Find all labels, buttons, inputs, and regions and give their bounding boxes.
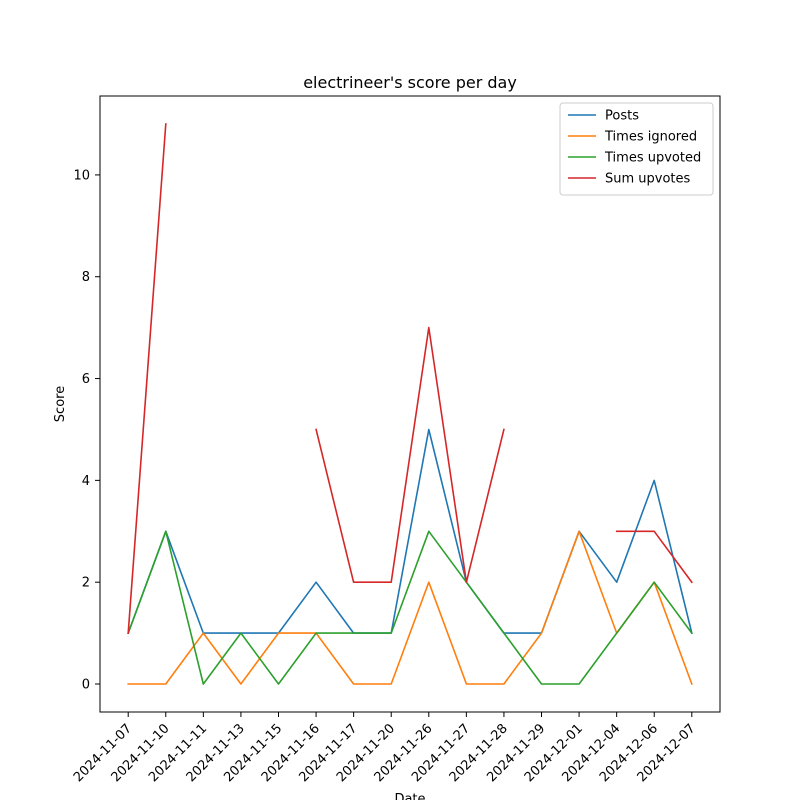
y-tick-label: 2 <box>82 576 90 591</box>
x-axis-label: Date <box>394 792 425 800</box>
y-tick-label: 8 <box>82 270 90 285</box>
y-tick-label: 10 <box>73 168 90 183</box>
series-line-sum-upvotes <box>615 530 693 584</box>
legend-label-times-ignored: Times ignored <box>604 130 697 145</box>
legend: Posts Times ignored Times upvoted Sum upvot… <box>559 102 714 196</box>
series-line-sum-upvotes <box>127 123 167 634</box>
chart-title: electrineer's score per day <box>303 73 517 92</box>
legend-label-sum-upvotes: Sum upvotes <box>605 172 691 187</box>
y-axis-label: Score <box>53 386 68 422</box>
series-line-posts <box>127 428 693 635</box>
legend-label-times-upvoted: Times upvoted <box>604 151 701 166</box>
y-tick-label: 4 <box>82 474 90 489</box>
y-tick-label: 0 <box>82 678 90 693</box>
legend-box <box>559 102 714 196</box>
plot-frame <box>99 95 721 713</box>
y-tick-label: 6 <box>82 372 90 387</box>
legend-label-posts: Posts <box>605 109 639 124</box>
series-line-sum-upvotes <box>315 326 505 584</box>
series-line-times-upvoted <box>127 530 693 685</box>
